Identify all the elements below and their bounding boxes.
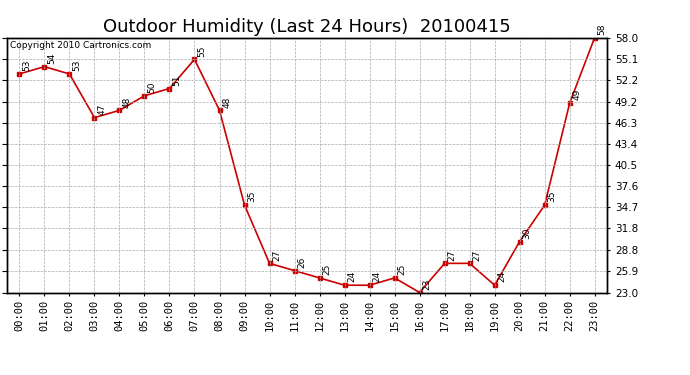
Text: 24: 24 <box>497 271 506 282</box>
Text: 54: 54 <box>47 53 56 64</box>
Text: 51: 51 <box>172 74 181 86</box>
Text: 24: 24 <box>347 271 356 282</box>
Text: 35: 35 <box>547 191 556 202</box>
Text: 23: 23 <box>422 278 431 290</box>
Text: 30: 30 <box>522 227 531 239</box>
Text: 35: 35 <box>247 191 256 202</box>
Text: 53: 53 <box>72 60 81 71</box>
Text: 27: 27 <box>447 249 456 261</box>
Text: 24: 24 <box>373 271 382 282</box>
Text: 27: 27 <box>273 249 282 261</box>
Text: 27: 27 <box>473 249 482 261</box>
Text: Copyright 2010 Cartronics.com: Copyright 2010 Cartronics.com <box>10 41 151 50</box>
Text: 49: 49 <box>573 89 582 100</box>
Text: 50: 50 <box>147 81 156 93</box>
Text: 48: 48 <box>122 96 131 108</box>
Text: 55: 55 <box>197 45 206 57</box>
Text: 25: 25 <box>322 264 331 275</box>
Text: 58: 58 <box>598 23 607 35</box>
Title: Outdoor Humidity (Last 24 Hours)  20100415: Outdoor Humidity (Last 24 Hours) 2010041… <box>104 18 511 36</box>
Text: 25: 25 <box>397 264 406 275</box>
Text: 53: 53 <box>22 60 31 71</box>
Text: 48: 48 <box>222 96 231 108</box>
Text: 47: 47 <box>97 104 106 115</box>
Text: 26: 26 <box>297 256 306 268</box>
